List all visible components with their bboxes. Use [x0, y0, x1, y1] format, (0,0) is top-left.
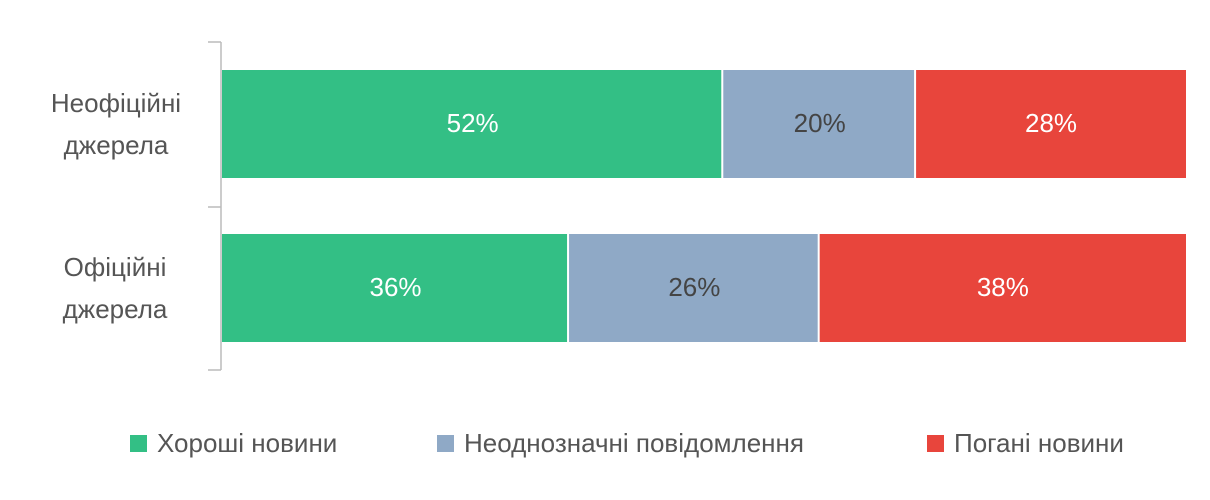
legend-label: Неоднозначні повідомлення: [464, 428, 804, 458]
bar-segment: [569, 234, 818, 342]
data-label: 38%: [977, 272, 1029, 302]
y-tick-label: Офіційні джерела: [62, 252, 168, 324]
legend-swatch: [130, 435, 147, 452]
data-label: 26%: [668, 272, 720, 302]
legend-label: Погані новини: [954, 428, 1124, 458]
y-tick-label: Неофіційні джерела: [50, 88, 182, 160]
legend-swatch: [927, 435, 944, 452]
bar-segment: [222, 70, 722, 178]
data-label: 28%: [1025, 108, 1077, 138]
bar-segment: [819, 234, 1186, 342]
legend-item: Неоднозначні повідомлення: [437, 428, 804, 459]
data-label: 52%: [447, 108, 499, 138]
bar-segment: [723, 70, 915, 178]
bar-segment: [222, 234, 568, 342]
data-label: 20%: [794, 108, 846, 138]
legend-item: Погані новини: [927, 428, 1124, 459]
legend-label: Хороші новини: [157, 428, 338, 458]
bar-segment: [916, 70, 1186, 178]
legend-swatch: [437, 435, 454, 452]
data-label: 36%: [369, 272, 421, 302]
legend-item: Хороші новини: [130, 428, 337, 459]
